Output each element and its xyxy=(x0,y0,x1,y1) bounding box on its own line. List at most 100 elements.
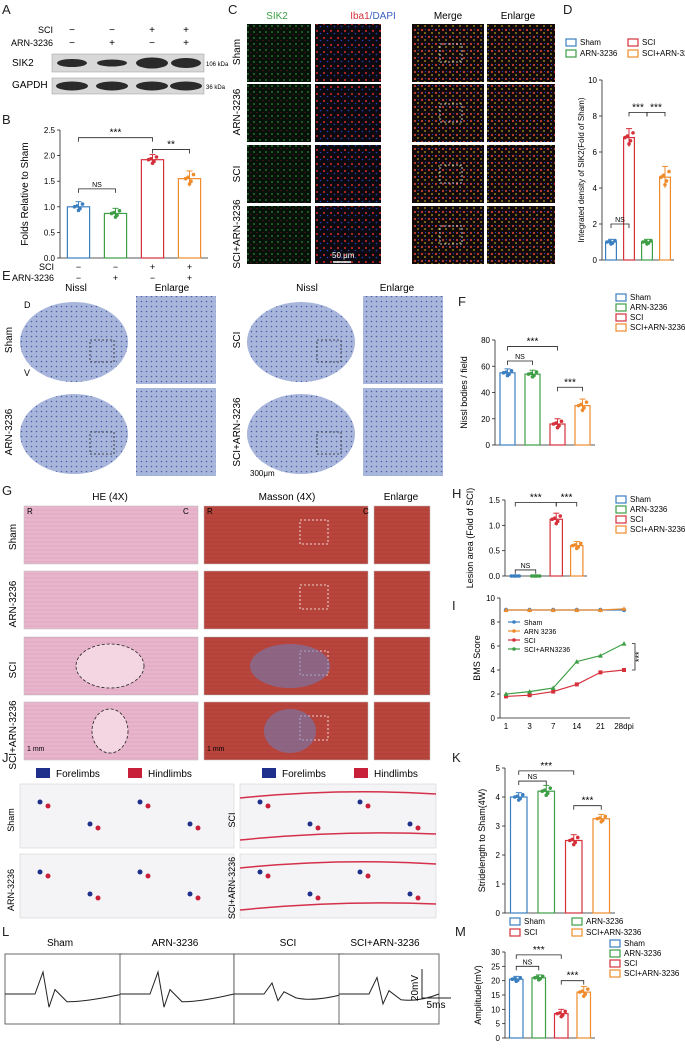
row-label-arn: ARN-3236 xyxy=(8,580,19,627)
data-point xyxy=(554,521,559,526)
y-tick-label: 5 xyxy=(496,1020,501,1029)
legend-label: ARN-3236 xyxy=(630,303,668,312)
fluorescence-tile xyxy=(487,24,555,82)
row-label-sham: Sham xyxy=(6,808,16,832)
hindlimb-print xyxy=(45,803,51,809)
x-tick-label: 21 xyxy=(596,722,605,731)
blot-band xyxy=(57,59,87,67)
legend-swatch-hindlimbs xyxy=(128,768,142,778)
blot-band xyxy=(170,81,202,91)
y-axis-label: Amplitude(mV) xyxy=(473,965,483,1025)
legend-swatch xyxy=(571,917,583,926)
forelimb-print xyxy=(257,869,263,875)
panel-label-i: I xyxy=(452,598,456,613)
col-title-iba1-dapi: Iba1/DAPI xyxy=(350,11,396,22)
hindlimb-print xyxy=(415,895,421,901)
hindlimb-print xyxy=(95,825,101,831)
hindlimb-print xyxy=(365,803,371,809)
row-label-arn: ARN-3236 xyxy=(4,408,15,455)
mep-trace-box xyxy=(119,953,235,1025)
data-point xyxy=(667,169,671,174)
significance-label: *** xyxy=(582,796,594,807)
bar xyxy=(658,176,671,261)
fluorescence-tile xyxy=(247,206,311,264)
data-point xyxy=(554,421,558,425)
masson-enlarge-tile xyxy=(373,701,431,761)
legend-label: ARN-3236 xyxy=(580,49,618,58)
forelimb-print xyxy=(407,821,413,827)
data-point xyxy=(504,694,508,699)
data-point xyxy=(581,994,586,998)
data-point xyxy=(580,989,585,993)
data-point xyxy=(527,693,532,698)
legend-label: ARN-3236 xyxy=(586,917,624,926)
significance-label: *** xyxy=(540,761,552,772)
significance-label: ** xyxy=(167,139,175,150)
masson-enlarge-tile xyxy=(373,505,431,565)
significance-bracket xyxy=(518,770,575,775)
scale-bar-label: 300μm xyxy=(250,469,275,478)
legend-swatch xyxy=(615,303,627,312)
blot-sign: + xyxy=(183,38,189,49)
data-point xyxy=(509,368,514,373)
y-axis-label: Nissl bodies / field xyxy=(459,356,469,429)
fibrosis-area xyxy=(250,644,330,688)
legend-forelimbs: Forelimbs xyxy=(282,769,326,780)
data-point xyxy=(579,402,583,407)
legend-swatch xyxy=(609,939,621,948)
y-tick-label: 1.0 xyxy=(44,203,56,212)
mep-trace xyxy=(234,981,345,1002)
bar xyxy=(549,518,563,577)
col-title-dapi: /DAPI xyxy=(370,11,396,22)
significance-bracket xyxy=(514,569,537,574)
col-title-enlarge: Enlarge xyxy=(501,11,536,22)
data-point xyxy=(574,546,579,551)
x-sign: + xyxy=(187,273,192,283)
blot-band xyxy=(136,57,168,69)
scale-bar-label: 1 mm xyxy=(27,746,45,753)
mep-trace xyxy=(339,975,440,1006)
y-tick-label: 0 xyxy=(593,256,598,265)
orient-d: D xyxy=(24,300,31,310)
blot-band xyxy=(97,59,127,67)
orient-r: R xyxy=(207,507,213,516)
x-tick-label: 14 xyxy=(572,722,581,731)
hindlimb-print xyxy=(315,895,321,901)
y-tick-label: 8 xyxy=(593,112,598,121)
data-point xyxy=(516,798,521,802)
spinal-cord-section xyxy=(20,394,128,474)
bar xyxy=(66,206,91,259)
data-point xyxy=(573,543,578,547)
zoom-box xyxy=(89,431,115,455)
zoom-box xyxy=(299,519,329,545)
blot-sign: − xyxy=(149,38,155,49)
series-line xyxy=(505,669,625,697)
fluorescence-tile xyxy=(315,206,381,264)
data-point xyxy=(599,819,604,824)
data-point xyxy=(513,574,518,578)
significance-label: *** xyxy=(561,493,573,504)
significance-bracket xyxy=(560,980,585,985)
legend-marker xyxy=(512,620,516,624)
legend-label: ARN-3236 xyxy=(624,949,662,958)
data-point xyxy=(625,134,630,138)
data-point xyxy=(544,793,549,798)
zoom-box xyxy=(316,431,342,455)
data-point xyxy=(661,173,666,178)
panel-label-c: C xyxy=(228,2,237,17)
y-tick-label: 10 xyxy=(588,76,597,85)
data-point xyxy=(603,814,608,819)
data-point xyxy=(517,574,522,578)
x-sign: + xyxy=(113,273,118,283)
data-point xyxy=(621,641,627,646)
data-point xyxy=(536,978,541,982)
row-label-sham: Sham xyxy=(8,524,19,550)
series-line xyxy=(505,643,625,695)
data-point xyxy=(530,375,535,379)
data-point xyxy=(584,400,589,404)
y-axis-label: Integrated density of SIK2(Fold of Sham) xyxy=(577,97,586,242)
col-title-merge: Merge xyxy=(434,11,463,22)
significance-bracket xyxy=(507,346,558,351)
data-point xyxy=(559,419,564,424)
